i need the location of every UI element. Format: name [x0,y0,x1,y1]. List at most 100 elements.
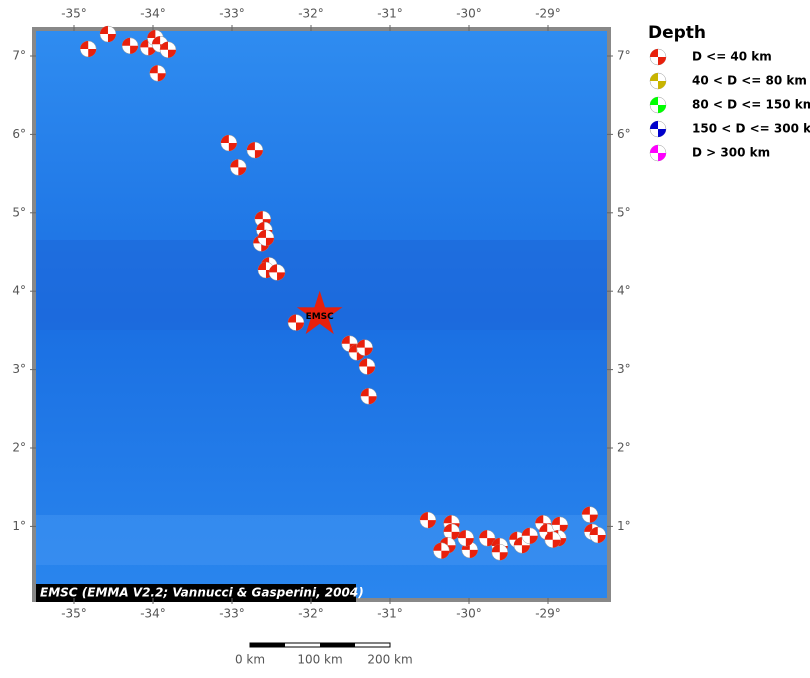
credit: EMSC (EMMA V2.2; Vannucci & Gasperini, 2… [40,586,364,600]
event [99,25,117,43]
beachball-part [457,530,474,547]
beachball-part [99,26,116,43]
event [246,141,264,159]
lon-label: -31° [377,607,403,621]
scale-seg [320,643,355,647]
lon-label: -34° [140,7,166,21]
event [419,511,437,529]
event [149,64,166,82]
event [433,542,450,559]
legend-swatch [649,96,667,114]
lon-label: -29° [535,607,561,621]
emsc-star [296,290,343,335]
beachball-part [650,97,666,113]
beachball-part [443,523,460,540]
beachball-part [589,527,606,544]
lat-label: 7° [617,49,631,63]
legend-swatch [649,120,667,138]
beachball-part [80,40,97,57]
lat-label: 7° [12,49,26,63]
event [478,529,496,547]
lon-label: -32° [298,607,324,621]
beachball-part [650,121,666,137]
beachball-part [650,73,666,89]
event [544,531,561,548]
beachball-part [246,142,263,159]
legend-label: 150 < D <= 300 km [692,122,810,136]
event [360,388,377,405]
beachball-part [160,41,177,58]
event [581,506,599,523]
event [79,40,97,58]
legend-label: 40 < D <= 80 km [692,74,807,88]
legend-label: D <= 40 km [692,50,772,64]
beachball-part [287,314,304,331]
lat-label: 3° [12,362,26,376]
lon-label: -30° [456,7,482,21]
event [589,526,607,544]
beachball-part [360,388,377,405]
event [356,339,373,356]
scale-seg [250,643,285,647]
beachball-part [149,65,166,82]
scale-label: 0 km [235,653,265,667]
legend-label: 80 < D <= 150 km [692,98,810,112]
credit-box [36,584,356,602]
beachball-part [439,537,456,554]
beachball-part [544,531,561,548]
event [257,229,275,247]
lon-label: -33° [219,7,245,21]
lat-label: 3° [617,362,631,376]
beachball-part [650,145,666,161]
legend-label: D > 300 km [692,146,770,160]
beachball-part [140,39,157,56]
beachball-part [581,506,598,523]
beachball-part [269,264,286,281]
lon-label: -35° [61,7,87,21]
beachball-part [253,235,270,252]
event [159,41,177,58]
legend-swatch [649,144,667,162]
lat-label: 1° [617,519,631,533]
beachball-part [433,542,450,559]
beachball-part [491,544,508,561]
event [121,37,139,55]
event [268,264,286,281]
beachball-part [521,527,538,544]
lon-label: -31° [377,7,403,21]
lon-label: -35° [61,607,87,621]
event [358,358,376,375]
legend-swatch [649,48,667,66]
event [457,529,475,547]
lat-label: 6° [12,127,26,141]
event [491,544,509,561]
event [521,527,539,545]
beachball-part [122,37,139,54]
beachball-part [220,135,237,152]
beachball-part [551,516,568,533]
event [287,314,305,331]
beachball-part [356,339,373,356]
beachball-part [513,537,530,554]
beachball-part [257,229,274,246]
lat-label: 4° [12,284,26,298]
lat-label: 4° [617,284,631,298]
lon-label: -33° [219,607,245,621]
lat-label: 1° [12,519,26,533]
scale-label: 200 km [367,653,412,667]
event [443,523,460,541]
lat-label: 5° [12,205,26,219]
lon-label: -34° [140,607,166,621]
beachball-part [479,530,496,547]
beachball-part [419,512,436,529]
event [220,134,238,152]
beachball-part [359,358,376,375]
beachball-part [230,159,247,176]
beachball-part [348,344,365,361]
legend-swatch [649,72,667,90]
emsc-label: EMSC [306,312,335,322]
lat-label: 2° [12,441,26,455]
beachball-part [650,49,666,65]
